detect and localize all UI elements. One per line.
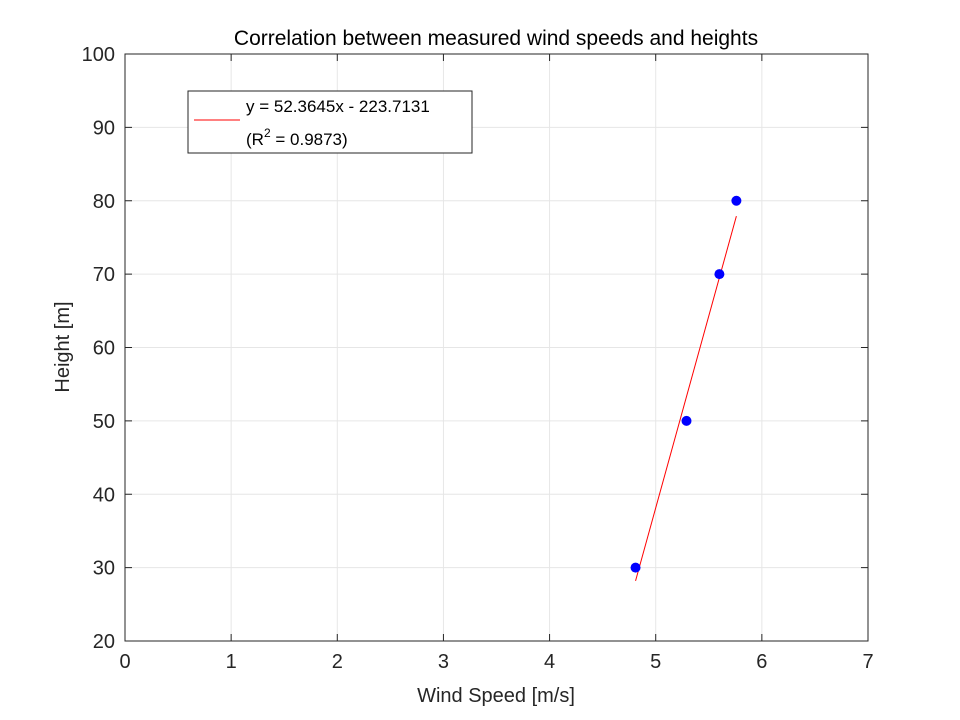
y-tick-labels: 20 30 40 50 60 70 80 90 100 bbox=[82, 44, 115, 653]
legend-r-squared: (R2 = 0.9873) bbox=[246, 126, 348, 149]
data-point bbox=[681, 415, 692, 426]
x-tick-label: 7 bbox=[862, 651, 873, 673]
x-tick-labels: 0 1 2 3 4 5 6 7 bbox=[119, 651, 873, 673]
y-tick-label: 20 bbox=[93, 631, 115, 653]
x-tick-label: 0 bbox=[119, 651, 130, 673]
chart-title: Correlation between measured wind speeds… bbox=[234, 27, 758, 50]
x-tick-label: 6 bbox=[756, 651, 767, 673]
x-tick-label: 5 bbox=[650, 651, 661, 673]
data-points bbox=[630, 195, 742, 573]
y-tick-label: 100 bbox=[82, 44, 115, 66]
legend: y = 52.3645x - 223.7131 (R2 = 0.9873) bbox=[187, 90, 473, 154]
y-tick-label: 50 bbox=[93, 411, 115, 433]
y-tick-label: 40 bbox=[93, 484, 115, 506]
legend-box bbox=[187, 90, 473, 154]
data-point bbox=[731, 195, 742, 206]
y-tick-label: 60 bbox=[93, 338, 115, 360]
y-axis-label: Height [m] bbox=[52, 301, 74, 392]
x-axis-label: Wind Speed [m/s] bbox=[417, 685, 575, 707]
data-point bbox=[714, 269, 725, 280]
x-tick-label: 1 bbox=[226, 651, 237, 673]
data-point bbox=[630, 562, 641, 573]
y-tick-label: 70 bbox=[93, 264, 115, 286]
legend-equation: y = 52.3645x - 223.7131 bbox=[246, 97, 430, 116]
x-tick-label: 4 bbox=[544, 651, 555, 673]
x-tick-label: 2 bbox=[332, 651, 343, 673]
axis-ticks bbox=[124, 53, 869, 642]
x-tick-label: 3 bbox=[438, 651, 449, 673]
y-tick-label: 90 bbox=[93, 117, 115, 139]
y-tick-label: 30 bbox=[93, 558, 115, 580]
y-tick-label: 80 bbox=[93, 191, 115, 213]
